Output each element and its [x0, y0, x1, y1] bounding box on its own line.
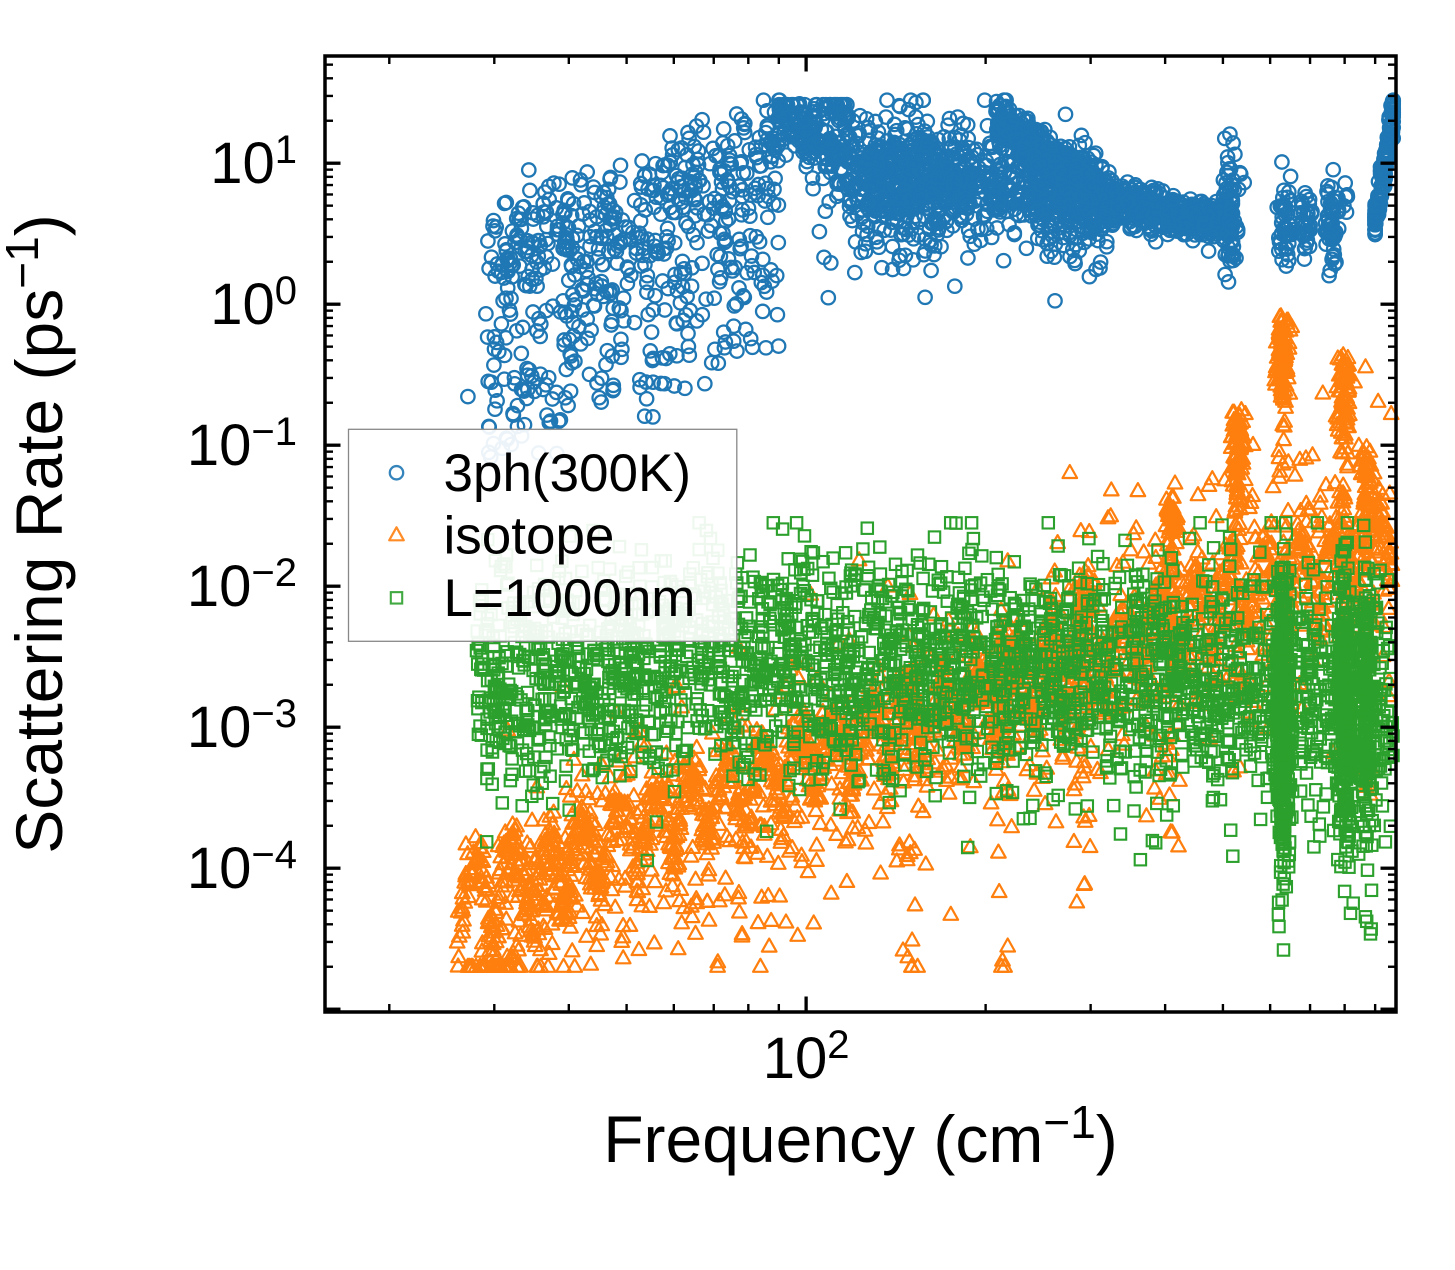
svg-text:Frequency (cm−1): Frequency (cm−1): [603, 1096, 1118, 1176]
svg-text:Scattering Rate (ps−1): Scattering Rate (ps−1): [0, 214, 76, 853]
svg-text:L=1000nm: L=1000nm: [444, 569, 696, 628]
svg-text:3ph(300K): 3ph(300K): [444, 444, 692, 503]
svg-text:isotope: isotope: [444, 506, 615, 565]
